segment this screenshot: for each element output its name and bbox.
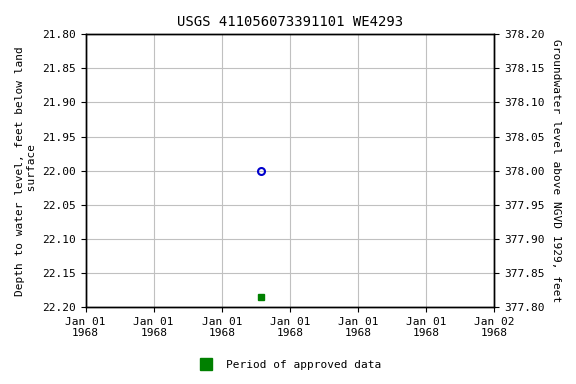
Title: USGS 411056073391101 WE4293: USGS 411056073391101 WE4293	[177, 15, 403, 29]
Y-axis label: Groundwater level above NGVD 1929, feet: Groundwater level above NGVD 1929, feet	[551, 39, 561, 302]
Y-axis label: Depth to water level, feet below land
 surface: Depth to water level, feet below land su…	[15, 46, 37, 296]
Legend: Period of approved data: Period of approved data	[191, 356, 385, 375]
